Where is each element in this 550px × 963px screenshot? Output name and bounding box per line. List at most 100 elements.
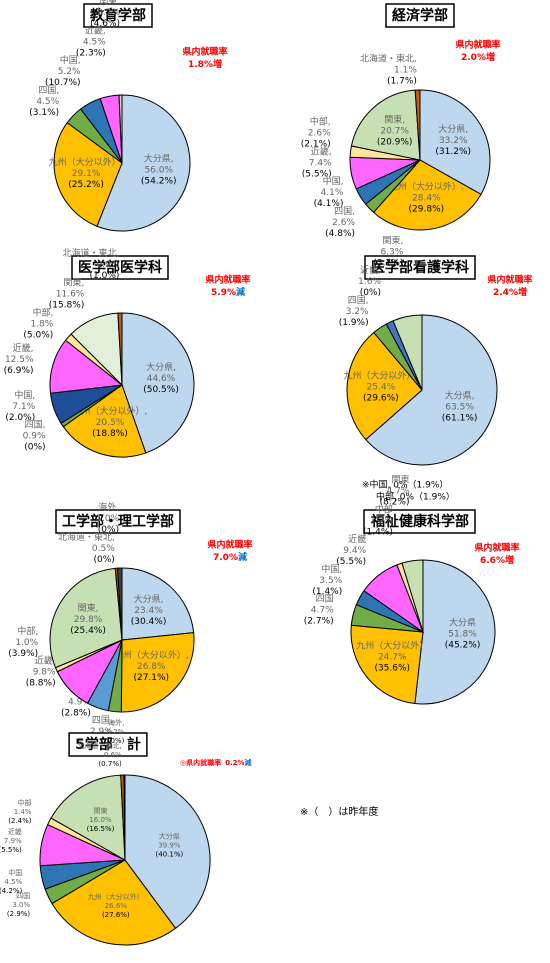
slice-category: 四国, <box>25 420 46 431</box>
title-box <box>363 509 476 534</box>
pie-slice <box>53 121 123 227</box>
slice-prev-value: (3.7%) <box>373 259 403 269</box>
slice-value: 9.8% <box>33 668 56 678</box>
slice-category: 大分県, <box>134 593 164 605</box>
pie-slice <box>401 559 424 633</box>
annotation-label: ◎県内就職率 <box>180 758 221 767</box>
pie-chart: 経済学部県内就職率2.0%増大分県,33.2%(31.2%)九州（大分以外）,2… <box>301 3 501 239</box>
slice-prev-value: (1.0%) <box>90 271 120 281</box>
pie-slice <box>50 774 126 861</box>
pie-slice <box>350 89 421 161</box>
slice-category: 北海道・東北, <box>77 741 121 750</box>
slice-value: 7.1% <box>12 402 35 412</box>
slice-value: 0.2% <box>107 728 125 736</box>
slice-category: 中部, <box>17 625 38 637</box>
slice-category: 大分県, <box>438 123 468 135</box>
slice-prev-value: (35.6%) <box>374 663 410 673</box>
slice-prev-value: (40.1%) <box>156 850 184 858</box>
annotation-change: 1.8% <box>188 60 213 70</box>
slice-category: 中国, <box>60 54 81 66</box>
slice-value: 29.8% <box>74 615 103 625</box>
slice-value: 3.5% <box>319 576 342 586</box>
pie-slice <box>124 774 211 930</box>
pie-slice <box>117 312 123 386</box>
annotation-change: 2.4% <box>493 288 518 298</box>
slice-value: 4.5% <box>4 878 22 886</box>
annotation-label: 県内就職率 <box>474 542 519 554</box>
pie-slice <box>49 567 123 669</box>
slice-value: 1.6% <box>358 277 381 287</box>
annotation: 2.0%増 <box>461 51 495 63</box>
annotation-change: 0.2% <box>225 759 244 767</box>
slice-prev-value: (0%) <box>24 443 45 453</box>
slice-value: 4.1% <box>321 188 344 198</box>
pie-slice <box>414 559 496 705</box>
slice-prev-value: (61.1%) <box>442 413 478 423</box>
slice-prev-value: (2.4%) <box>8 817 32 825</box>
annotation-change: 6.6% <box>480 556 505 566</box>
chart-title: 5学部 計 <box>75 736 141 753</box>
slice-prev-value: (16.5%) <box>87 825 115 833</box>
slice-value: 2.6% <box>332 218 355 228</box>
slice-prev-value: (1.4%) <box>363 527 393 537</box>
slice-category: 大分県, <box>445 389 475 401</box>
slice-value: 4.5% <box>36 97 59 107</box>
slice-value: 7.4% <box>309 158 332 168</box>
slice-prev-value: (0%) <box>98 525 119 535</box>
annotation: 5.9%減 <box>211 286 245 298</box>
slice-category: 九州（大分以外）, <box>114 649 189 661</box>
slice-category: 北海道・東北, <box>360 53 417 65</box>
pie-slice <box>49 339 124 394</box>
slice-category: 中国, <box>14 389 35 401</box>
slice-category: 近畿 <box>8 827 22 836</box>
chart-title: 教育学部 <box>90 7 146 24</box>
pie-chart: 工学部・理工学部県内就職率7.0%減大分県,23.4%(30.4%)九州（大分以… <box>8 501 252 748</box>
title-box <box>71 255 169 280</box>
slice-value: 23.4% <box>134 606 163 616</box>
annotation-label: 県内就職率 <box>207 539 252 551</box>
pie-slice <box>414 89 421 161</box>
slice-category: 中部, <box>310 116 331 128</box>
slice-prev-value: (2.3%) <box>76 48 106 58</box>
note: 中部, 0%（1.9%） <box>376 491 455 503</box>
slice-prev-value: (45.2%) <box>445 641 481 651</box>
slice-value: 1.0% <box>15 638 38 648</box>
slice-value: 12.5% <box>5 355 34 365</box>
slice-category: 近畿, <box>35 655 56 667</box>
slice-category: 近畿, <box>311 145 332 157</box>
slice-prev-value: (5.5%) <box>302 169 332 179</box>
slice-value: 0.6% <box>104 751 122 759</box>
slice-prev-value: (27.1%) <box>133 673 169 683</box>
slice-value: 5.2% <box>58 67 81 77</box>
pie-slice <box>392 314 423 391</box>
slice-prev-value: (27.6%) <box>102 911 130 919</box>
slice-prev-value: (2.9%) <box>7 910 31 918</box>
slice-category: 四国, <box>334 206 355 217</box>
slice-value: 56.0% <box>144 166 173 176</box>
pie-slice <box>365 314 498 466</box>
slice-prev-value: (0%) <box>108 737 125 745</box>
slice-prev-value: (2.8%) <box>61 708 91 718</box>
slice-category: 四国 <box>16 892 30 900</box>
pie-slice <box>116 567 123 641</box>
annotation: 7.0%減 <box>213 551 247 563</box>
chart-title: 医学部医学科 <box>78 259 162 276</box>
pie-slice <box>121 312 195 454</box>
slice-category: 中国, <box>321 563 342 575</box>
title-box <box>364 255 476 280</box>
pie-slice <box>62 384 147 458</box>
slice-value: 3.2% <box>346 307 369 317</box>
slice-value: 4.5% <box>83 37 106 47</box>
slice-category: 関東, <box>99 0 120 7</box>
slice-category: 九州（大分以外） <box>88 892 144 901</box>
slice-prev-value: (1.7%) <box>387 77 417 87</box>
pie-slice <box>346 331 423 441</box>
title-box <box>385 3 455 28</box>
slice-prev-value: (15.8%) <box>49 301 85 311</box>
slice-prev-value: (30.4%) <box>131 617 167 627</box>
slice-category: 中部 <box>17 798 31 807</box>
slice-value: 1.4% <box>14 808 32 816</box>
slice-category: 中国 <box>8 868 22 877</box>
annotation-direction: 増 <box>518 286 527 298</box>
slice-value: 51.8% <box>448 630 477 640</box>
